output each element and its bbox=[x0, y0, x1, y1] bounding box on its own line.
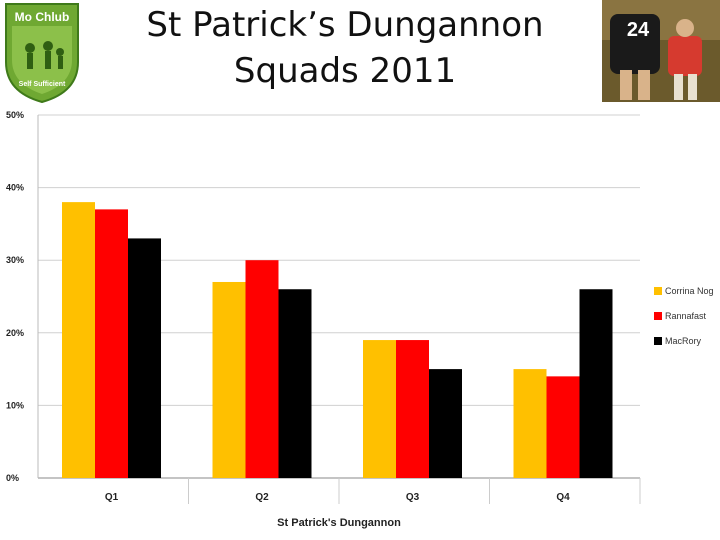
legend-label: MacRory bbox=[665, 336, 702, 346]
bar bbox=[212, 281, 246, 478]
bar bbox=[396, 340, 429, 478]
bar bbox=[278, 289, 312, 478]
bar bbox=[513, 369, 547, 478]
chart-container: 0% 10% 20% 30% 40% 50% Q1 Q2 Q3 Q4 St Patrick's Du… bbox=[0, 104, 720, 540]
x-tick-label: Q2 bbox=[255, 492, 269, 503]
jersey-number: 24 bbox=[627, 19, 650, 41]
bar bbox=[429, 369, 462, 478]
y-tick-label: 30% bbox=[6, 255, 24, 265]
bar-chart: 0% 10% 20% 30% 40% 50% Q1 Q2 Q3 Q4 St Patrick's Du… bbox=[6, 110, 714, 529]
page-title: St Patrick’s Dungannon Squads 2011 bbox=[110, 2, 580, 94]
bar bbox=[245, 260, 279, 478]
y-tick-label: 0% bbox=[6, 473, 19, 483]
legend-swatch bbox=[654, 312, 662, 320]
logo-text-bottom: Self Sufficient bbox=[19, 81, 66, 88]
legend-swatch bbox=[654, 287, 662, 295]
title-line-1: St Patrick’s Dungannon bbox=[146, 5, 544, 45]
legend-swatch bbox=[654, 337, 662, 345]
x-tick-label: Q3 bbox=[406, 492, 420, 503]
x-tick-label: Q4 bbox=[556, 492, 570, 503]
legend-label: Rannafast bbox=[665, 311, 707, 321]
club-logo: Mo Chlub Self Sufficient bbox=[5, 3, 79, 104]
y-tick-label: 40% bbox=[6, 183, 24, 193]
bar bbox=[95, 209, 128, 478]
bar bbox=[579, 289, 613, 478]
y-tick-label: 10% bbox=[6, 400, 24, 410]
x-axis-title: St Patrick's Dungannon bbox=[277, 517, 401, 529]
bar bbox=[62, 202, 95, 478]
title-line-2: Squads 2011 bbox=[233, 51, 457, 91]
y-tick-label: 50% bbox=[6, 110, 24, 120]
y-tick-label: 20% bbox=[6, 328, 24, 338]
x-tick-label: Q1 bbox=[105, 492, 119, 503]
players-photo: 24 bbox=[602, 0, 720, 102]
logo-text-top: Mo Chlub bbox=[15, 10, 70, 24]
bar bbox=[128, 238, 161, 478]
slide-header: Mo Chlub Self Sufficient St Patrick’s Du… bbox=[0, 0, 720, 104]
bar bbox=[363, 340, 396, 478]
bar bbox=[546, 376, 580, 478]
legend-label: Corrina Nog bbox=[665, 286, 714, 296]
